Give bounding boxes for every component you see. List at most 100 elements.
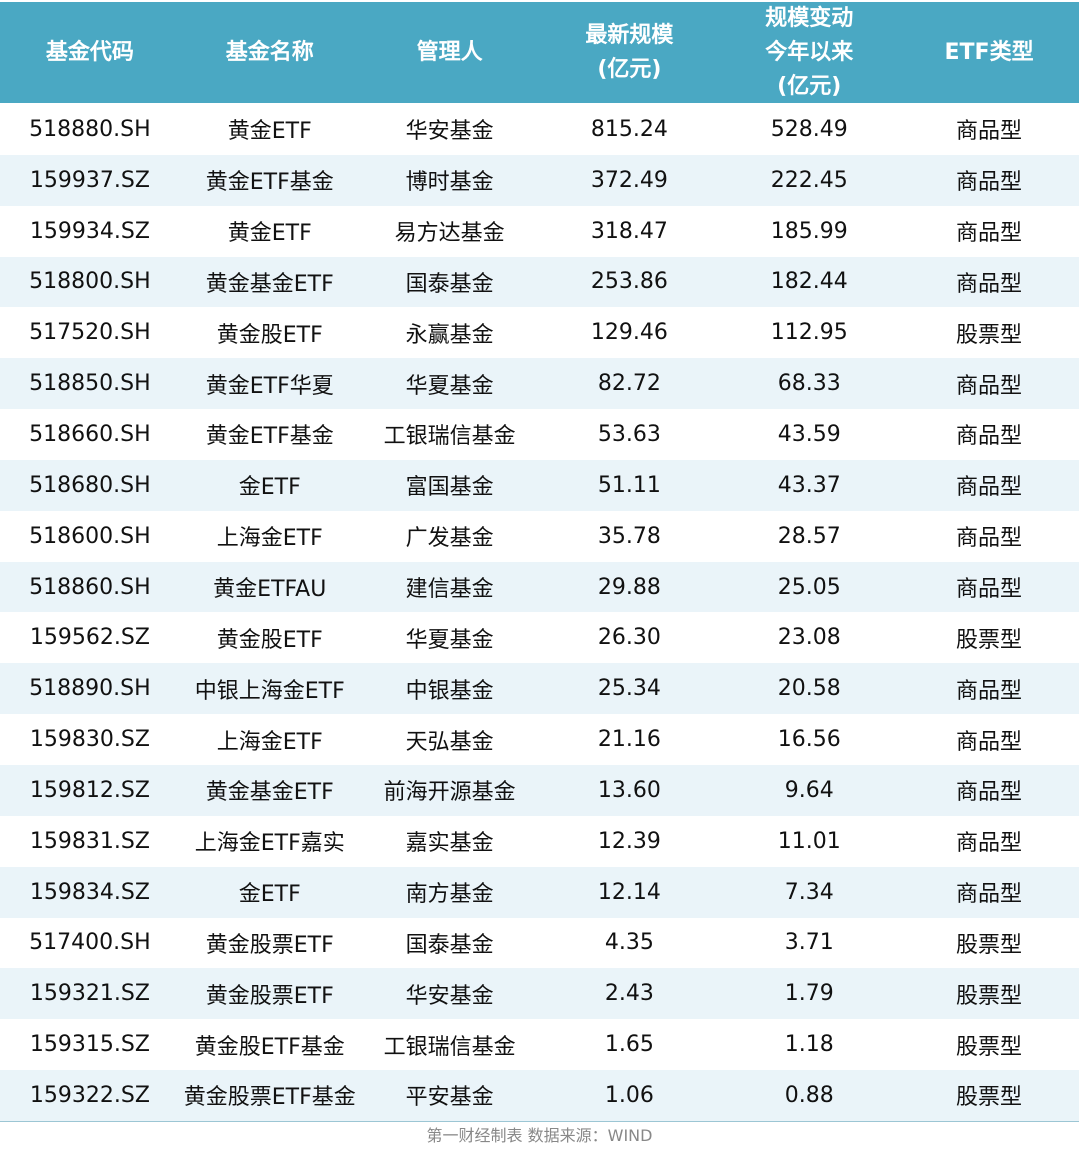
table-row: 518880.SH 黄金ETF 华安基金 815.24 528.49 商品型 [0, 104, 1079, 155]
cell-name: 中银上海金ETF [194, 678, 345, 704]
cell-etf-type: 股票型 [956, 1034, 1023, 1060]
table-row: 518860.SH 黄金ETFAU 建信基金 29.88 25.05 商品型 [0, 561, 1079, 613]
cell-code: 518860.SH [29, 574, 151, 600]
cell-code: 518600.SH [29, 523, 151, 549]
cell-latest-size: 51.11 [597, 472, 661, 498]
table-row: 159321.SZ 黄金股票ETF 华安基金 2.43 1.79 股票型 [0, 968, 1079, 1020]
cell-name: 金ETF [238, 475, 301, 501]
table-row: 159834.SZ 金ETF 南方基金 12.14 7.34 商品型 [0, 866, 1079, 918]
cell-code: 518800.SH [29, 269, 151, 295]
cell-latest-size: 21.16 [597, 727, 661, 753]
cell-name: 上海金ETF [216, 526, 323, 552]
cell-size-change-ytd: 182.44 [770, 269, 848, 295]
cell-manager: 华夏基金 [405, 373, 494, 399]
cell-manager: 建信基金 [405, 577, 494, 603]
cell-manager: 广发基金 [405, 526, 494, 552]
source-footer: 第一财经制表 数据来源：WIND [0, 1120, 1079, 1150]
cell-name: 黄金ETFAU [213, 577, 327, 603]
cell-name: 金ETF [238, 882, 301, 908]
cell-code: 518850.SH [29, 371, 151, 397]
cell-manager: 前海开源基金 [383, 780, 516, 806]
cell-etf-type: 商品型 [956, 475, 1023, 501]
table-row: 159812.SZ 黄金基金ETF 前海开源基金 13.60 9.64 商品型 [0, 764, 1079, 816]
table-row: 159831.SZ 上海金ETF嘉实 嘉实基金 12.39 11.01 商品型 [0, 816, 1079, 867]
header-size-change-ytd: 规模变动 今年以来 (亿元) [765, 5, 854, 99]
header-code: 基金代码 [45, 39, 134, 65]
cell-size-change-ytd: 20.58 [777, 676, 841, 702]
cell-manager: 国泰基金 [405, 271, 494, 297]
cell-code: 159812.SZ [29, 777, 150, 803]
cell-latest-size: 12.14 [597, 879, 661, 905]
cell-name: 黄金ETF [227, 221, 312, 247]
cell-latest-size: 53.63 [597, 421, 661, 447]
cell-manager: 华安基金 [405, 119, 494, 145]
cell-manager: 富国基金 [405, 475, 494, 501]
cell-size-change-ytd: 16.56 [777, 727, 841, 753]
table-row: 518800.SH 黄金基金ETF 国泰基金 253.86 182.44 商品型 [0, 256, 1079, 308]
cell-latest-size: 29.88 [597, 574, 661, 600]
cell-code: 159831.SZ [29, 828, 150, 854]
cell-name: 黄金股票ETF基金 [183, 1085, 356, 1111]
cell-manager: 平安基金 [405, 1085, 494, 1111]
table-row: 518850.SH 黄金ETF华夏 华夏基金 82.72 68.33 商品型 [0, 358, 1079, 410]
cell-latest-size: 13.60 [597, 777, 661, 803]
cell-latest-size: 1.06 [604, 1082, 654, 1108]
table-row: 159934.SZ 黄金ETF 易方达基金 318.47 185.99 商品型 [0, 206, 1079, 257]
cell-size-change-ytd: 185.99 [770, 218, 848, 244]
cell-size-change-ytd: 1.79 [784, 981, 834, 1007]
cell-name: 黄金股票ETF [205, 932, 334, 958]
cell-etf-type: 股票型 [956, 322, 1023, 348]
cell-latest-size: 25.34 [597, 676, 661, 702]
cell-etf-type: 商品型 [956, 780, 1023, 806]
table-row: 517520.SH 黄金股ETF 永赢基金 129.46 112.95 股票型 [0, 307, 1079, 358]
cell-manager: 工银瑞信基金 [383, 424, 516, 450]
cell-latest-size: 1.65 [604, 1032, 654, 1058]
cell-etf-type: 商品型 [956, 271, 1023, 297]
cell-manager: 永赢基金 [405, 322, 494, 348]
cell-name: 黄金股ETF基金 [194, 1034, 345, 1060]
cell-manager: 工银瑞信基金 [383, 1034, 516, 1060]
cell-manager: 华夏基金 [405, 627, 494, 653]
cell-code: 159830.SZ [29, 727, 150, 753]
cell-name: 黄金ETF华夏 [205, 373, 334, 399]
cell-code: 159321.SZ [29, 981, 150, 1007]
cell-size-change-ytd: 25.05 [777, 574, 841, 600]
cell-code: 159322.SZ [29, 1082, 150, 1108]
table-row: 159562.SZ 黄金股ETF 华夏基金 26.30 23.08 股票型 [0, 612, 1079, 663]
cell-etf-type: 商品型 [956, 729, 1023, 755]
cell-code: 159562.SZ [29, 625, 150, 651]
cell-etf-type: 股票型 [956, 983, 1023, 1009]
cell-latest-size: 4.35 [604, 930, 654, 956]
header-etf-type: ETF类型 [944, 39, 1034, 65]
cell-latest-size: 2.43 [604, 981, 654, 1007]
table-row: 159322.SZ 黄金股票ETF基金 平安基金 1.06 0.88 股票型 [0, 1070, 1079, 1121]
cell-name: 上海金ETF [216, 729, 323, 755]
cell-manager: 嘉实基金 [405, 831, 494, 857]
cell-etf-type: 商品型 [956, 424, 1023, 450]
table-header: 基金代码 基金名称 管理人 最新规模 (亿元) 规模变动 今年以来 (亿元) ETF类型 [0, 2, 1079, 103]
cell-latest-size: 82.72 [597, 371, 661, 397]
cell-size-change-ytd: 1.18 [784, 1032, 834, 1058]
cell-etf-type: 商品型 [956, 577, 1023, 603]
cell-manager: 华安基金 [405, 983, 494, 1009]
cell-etf-type: 股票型 [956, 1085, 1023, 1111]
cell-code: 518890.SH [29, 676, 151, 702]
header-latest-size: 最新规模 (亿元) [585, 22, 674, 82]
table-row: 518660.SH 黄金ETF基金 工银瑞信基金 53.63 43.59 商品型 [0, 409, 1079, 460]
cell-code: 518680.SH [29, 472, 151, 498]
cell-etf-type: 商品型 [956, 882, 1023, 908]
cell-code: 159315.SZ [29, 1032, 150, 1058]
cell-latest-size: 129.46 [590, 320, 668, 346]
cell-name: 黄金基金ETF [205, 780, 334, 806]
table-row: 159830.SZ 上海金ETF 天弘基金 21.16 16.56 商品型 [0, 714, 1079, 765]
cell-code: 159937.SZ [29, 167, 150, 193]
cell-etf-type: 商品型 [956, 373, 1023, 399]
cell-name: 上海金ETF嘉实 [194, 831, 345, 857]
cell-code: 518880.SH [29, 116, 151, 142]
cell-name: 黄金ETF基金 [205, 424, 334, 450]
cell-latest-size: 26.30 [597, 625, 661, 651]
table-row: 159315.SZ 黄金股ETF基金 工银瑞信基金 1.65 1.18 股票型 [0, 1019, 1079, 1070]
cell-etf-type: 股票型 [956, 627, 1023, 653]
cell-latest-size: 35.78 [597, 523, 661, 549]
